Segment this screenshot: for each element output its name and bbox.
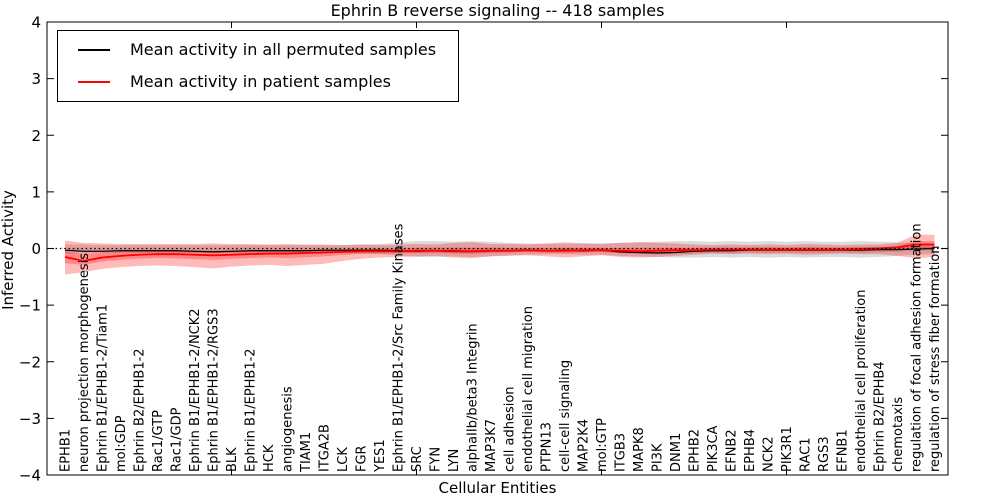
- svg-text:4: 4: [31, 14, 41, 32]
- legend: Mean activity in all permuted samples Me…: [57, 30, 460, 102]
- svg-text:EPHB1: EPHB1: [59, 429, 74, 472]
- svg-text:PI3K: PI3K: [651, 443, 666, 472]
- svg-text:EFNB2: EFNB2: [725, 429, 740, 472]
- svg-text:PTPN13: PTPN13: [540, 422, 555, 472]
- legend-entry-patient: Mean activity in patient samples: [68, 70, 436, 94]
- svg-text:Rac1/GDP: Rac1/GDP: [170, 407, 185, 472]
- svg-text:ITGB3: ITGB3: [614, 433, 629, 472]
- svg-text:−3: −3: [19, 410, 41, 428]
- x-axis-label: Cellular Entities: [438, 479, 557, 497]
- svg-text:PIK3CA: PIK3CA: [706, 425, 721, 472]
- svg-text:SRC: SRC: [410, 446, 425, 472]
- y-axis-label: Inferred Activity: [0, 190, 17, 310]
- svg-text:−1: −1: [19, 297, 41, 315]
- svg-text:Ephrin B1/EPHB1-2/Tiam1: Ephrin B1/EPHB1-2/Tiam1: [96, 304, 111, 472]
- svg-text:endothelial cell proliferation: endothelial cell proliferation: [854, 290, 869, 473]
- svg-text:regulation of stress fiber for: regulation of stress fiber formation: [928, 245, 943, 472]
- svg-text:LCK: LCK: [336, 447, 351, 472]
- svg-text:ITGA2B: ITGA2B: [318, 424, 333, 472]
- svg-text:cell-cell signaling: cell-cell signaling: [558, 360, 573, 472]
- chart-title: Ephrin B reverse signaling -- 418 sample…: [330, 1, 665, 20]
- svg-text:YES1: YES1: [373, 439, 388, 473]
- svg-text:FYN: FYN: [429, 447, 444, 472]
- svg-text:Ephrin B2/EPHB1-2: Ephrin B2/EPHB1-2: [133, 348, 148, 472]
- svg-text:RAC1: RAC1: [799, 437, 814, 472]
- svg-text:BLK: BLK: [225, 447, 240, 472]
- svg-text:mol:GDP: mol:GDP: [114, 415, 129, 472]
- svg-text:TIAM1: TIAM1: [299, 432, 314, 473]
- svg-text:NCK2: NCK2: [762, 436, 777, 472]
- legend-line-permuted-sample: [78, 49, 110, 51]
- svg-text:Rac1/GTP: Rac1/GTP: [151, 410, 166, 472]
- svg-text:angiogenesis: angiogenesis: [281, 386, 296, 472]
- svg-text:EPHB2: EPHB2: [688, 429, 703, 472]
- svg-text:RGS3: RGS3: [817, 436, 832, 472]
- legend-entry-permuted: Mean activity in all permuted samples: [68, 38, 436, 62]
- svg-text:−4: −4: [19, 467, 41, 485]
- svg-text:alphaIIb/beta3 Integrin: alphaIIb/beta3 Integrin: [466, 323, 481, 472]
- svg-text:LYN: LYN: [447, 449, 462, 472]
- svg-text:HCK: HCK: [262, 444, 277, 472]
- svg-text:cell adhesion: cell adhesion: [503, 386, 518, 472]
- svg-text:endothelial cell migration: endothelial cell migration: [521, 306, 536, 472]
- svg-text:0: 0: [31, 240, 41, 258]
- svg-text:Ephrin B2/EPHB4: Ephrin B2/EPHB4: [873, 361, 888, 472]
- svg-text:EPHB4: EPHB4: [743, 429, 758, 472]
- svg-text:Ephrin B1/EPHB1-2: Ephrin B1/EPHB1-2: [244, 348, 259, 472]
- svg-text:EFNB1: EFNB1: [836, 429, 851, 472]
- svg-text:MAP2K4: MAP2K4: [577, 419, 592, 472]
- svg-text:−2: −2: [19, 353, 41, 371]
- legend-label-permuted: Mean activity in all permuted samples: [130, 40, 437, 59]
- svg-text:mol:GTP: mol:GTP: [595, 418, 610, 472]
- legend-label-patient: Mean activity in patient samples: [130, 72, 391, 91]
- svg-text:DNM1: DNM1: [669, 433, 684, 472]
- svg-text:regulation of focal adhesion f: regulation of focal adhesion formation: [910, 223, 925, 472]
- svg-text:MAPK8: MAPK8: [632, 427, 647, 472]
- legend-line-patient-sample: [78, 81, 110, 83]
- svg-text:neuron projection morphogenesi: neuron projection morphogenesis: [77, 253, 92, 472]
- svg-text:PIK3R1: PIK3R1: [780, 426, 795, 472]
- svg-text:2: 2: [31, 127, 41, 145]
- svg-text:Ephrin B1/EPHB1-2/RGS3: Ephrin B1/EPHB1-2/RGS3: [207, 308, 222, 472]
- svg-text:FGR: FGR: [355, 445, 370, 472]
- svg-text:Ephrin B1/EPHB1-2/Src Family K: Ephrin B1/EPHB1-2/Src Family Kinases: [392, 223, 407, 472]
- svg-text:MAP3K7: MAP3K7: [484, 419, 499, 472]
- svg-text:1: 1: [31, 183, 41, 201]
- svg-text:Ephrin B1/EPHB1-2/NCK2: Ephrin B1/EPHB1-2/NCK2: [188, 308, 203, 472]
- svg-text:3: 3: [31, 70, 41, 88]
- svg-text:chemotaxis: chemotaxis: [891, 397, 906, 472]
